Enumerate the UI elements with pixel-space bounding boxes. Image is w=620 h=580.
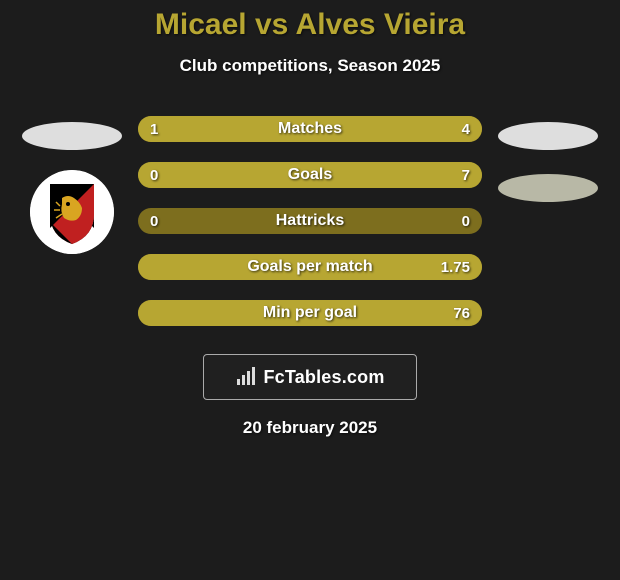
shield-icon	[30, 170, 114, 254]
bar-fill-left	[138, 162, 145, 188]
right-player-ellipse	[498, 122, 598, 150]
bar-value-right: 1.75	[441, 254, 470, 280]
bar-value-left: 0	[150, 162, 158, 188]
bar-label: Hattricks	[138, 208, 482, 234]
stat-bar: 0 0Hattricks	[138, 208, 482, 234]
bar-value-left: 1	[150, 116, 158, 142]
root: Micael vs Alves Vieira Club competitions…	[0, 0, 620, 438]
player1-name: Micael	[155, 8, 247, 41]
left-player-ellipse	[22, 122, 122, 150]
date-label: 20 february 2025	[0, 418, 620, 438]
bars-column: 14Matches07Goals00Hattricks1.75Goals per…	[138, 116, 482, 326]
bar-fill-right	[145, 162, 482, 188]
stat-bar: 14Matches	[138, 116, 482, 142]
bar-value-right: 76	[453, 300, 470, 326]
page-title: Micael vs Alves Vieira	[0, 8, 620, 42]
left-club-badge	[30, 170, 114, 254]
bar-value-left: 0	[150, 208, 158, 234]
stat-bar: 76Min per goal	[138, 300, 482, 326]
stat-bar: 1.75Goals per match	[138, 254, 482, 280]
right-avatar-col	[498, 122, 598, 202]
subtitle: Club competitions, Season 2025	[0, 56, 620, 76]
title-sep: vs	[255, 8, 288, 41]
left-avatar-col	[22, 122, 122, 254]
bar-value-right: 0	[462, 208, 470, 234]
bar-value-right: 7	[462, 162, 470, 188]
bar-fill-right	[207, 116, 482, 142]
bar-fill-right	[145, 300, 482, 326]
bar-fill-right	[145, 254, 482, 280]
source-logo: FcTables.com	[203, 354, 417, 400]
bar-value-right: 4	[462, 116, 470, 142]
bar-fill-left	[138, 254, 145, 280]
bar-fill-left	[138, 300, 145, 326]
bars-icon	[235, 367, 257, 387]
comparison-area: 14Matches07Goals00Hattricks1.75Goals per…	[0, 116, 620, 326]
bar-fill-left	[138, 116, 207, 142]
logo-text: FcTables.com	[263, 367, 384, 388]
right-club-ellipse	[498, 174, 598, 202]
player2-name: Alves Vieira	[296, 8, 466, 41]
stat-bar: 07Goals	[138, 162, 482, 188]
